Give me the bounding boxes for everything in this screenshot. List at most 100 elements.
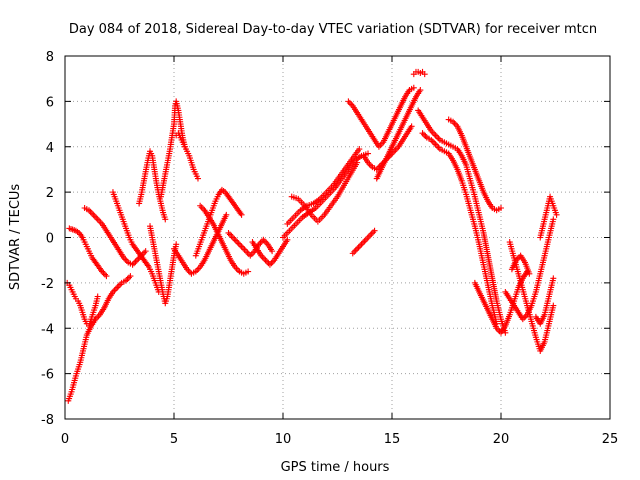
data-point [223,211,230,218]
data-point [94,293,101,300]
data-point [355,244,362,251]
data-point [550,216,557,223]
data-point [269,248,276,255]
data-point [240,245,247,252]
data-point [245,268,252,275]
x-tick-label: 20 [493,432,510,447]
data-point [357,242,364,249]
data-point [101,271,108,278]
data-point [242,248,249,255]
data-point [248,251,255,258]
data-point [354,245,361,252]
data-point [361,238,368,245]
data-point [237,242,244,249]
series-track-23 [415,107,509,336]
data-point [370,229,377,236]
y-axis-label: SDTVAR / TECUs [8,184,23,291]
data-point [368,230,375,237]
x-tick-label: 10 [275,432,292,447]
data-point [173,241,180,248]
data-point [356,146,363,153]
data-point [241,246,248,253]
series-track-27 [506,239,557,354]
data-point [264,258,271,265]
data-point [553,211,560,218]
series-track-07 [147,223,180,307]
data-point [359,239,366,246]
axis-ticks: 0 5 10 15 20 25 -8 -6 -4 -2 0 2 4 6 8 [41,50,618,447]
data-point [345,98,352,105]
data-point [235,240,242,247]
data-point [228,232,235,239]
x-tick-label: 15 [384,432,401,447]
series-track-21 [349,227,378,257]
data-point [431,139,438,146]
data-point [434,142,441,149]
data-point [354,159,361,166]
data-point [112,285,119,292]
x-tick-label: 5 [170,432,178,447]
data-point [284,236,291,243]
data-point [421,71,428,78]
data-point [268,260,275,267]
data-point [365,233,372,240]
data-point [346,99,353,106]
y-tick-label: -6 [41,368,54,383]
data-point [131,260,138,267]
data-point [431,130,438,137]
data-point [419,130,426,137]
series-track-06 [136,148,169,223]
data-point [420,131,427,138]
data-point [91,213,98,220]
series-track-24 [419,130,500,327]
data-point [127,273,134,280]
series-track-25 [445,116,504,214]
data-point [197,202,204,209]
data-point [115,282,122,289]
data-point [229,234,236,241]
data-point [232,237,239,244]
data-point [358,241,365,248]
data-point [262,257,269,264]
series-track-22 [410,68,428,78]
series-track-14 [249,236,291,268]
series-track-11 [192,186,245,259]
data-point [367,232,374,239]
data-point [432,132,439,139]
y-tick-label: -2 [41,277,54,292]
data-point [261,238,268,245]
data-point [114,284,121,291]
y-tick-label: 2 [46,186,54,201]
data-point [103,273,110,280]
series-track-10 [171,211,230,277]
data-point [238,243,245,250]
data-point [352,247,359,254]
data-point [96,217,103,224]
data-point [351,248,358,255]
series-track-08 [157,98,188,200]
data-point [362,236,369,243]
series-track-30 [537,193,560,241]
series-track-05 [109,189,162,295]
x-tick-label: 25 [602,432,619,447]
data-point [162,216,169,223]
series-track-03 [66,225,110,280]
series-track-28 [502,216,557,323]
x-axis-label: GPS time / hours [281,460,390,475]
data-point [247,252,254,259]
data-point [550,302,557,309]
chart-title: Day 084 of 2018, Sidereal Day-to-day VTE… [69,22,597,37]
data-point [244,249,251,256]
series-track-13 [225,229,276,259]
series-track-12 [197,202,252,277]
y-tick-label: 8 [46,50,54,65]
data-point [94,216,101,223]
data-point [526,270,533,277]
data-point [133,257,140,264]
y-tick-label: 4 [46,141,54,156]
y-tick-label: 6 [46,95,54,110]
data-point [194,175,201,182]
series-track-26 [471,268,531,336]
data-point [365,150,372,157]
series-track-31 [508,252,533,277]
